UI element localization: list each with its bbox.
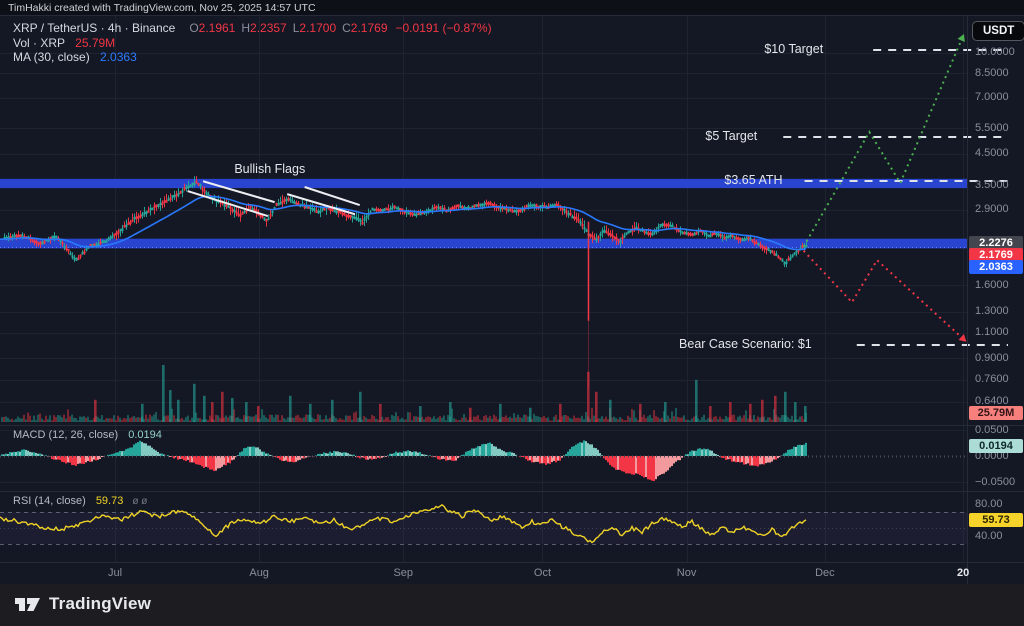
time-tick-label: Sep — [393, 567, 414, 579]
ma-price-badge: 2.0363 — [969, 260, 1023, 275]
tradingview-logo-text[interactable]: TradingView — [49, 594, 152, 613]
target-annotation-label[interactable]: $3.65 ATH — [724, 172, 783, 187]
price-tick-label: 4.5000 — [975, 147, 1009, 160]
bullish-flags-label[interactable]: Bullish Flags — [234, 162, 306, 177]
currency-toggle-button[interactable]: USDT — [972, 21, 1024, 41]
ma-value: 2.0363 — [100, 50, 137, 64]
ohlc-key: O — [189, 21, 199, 35]
ma-label: MA (30, close) — [13, 50, 90, 64]
attribution-bar: TimHakki created with TradingView.com, N… — [0, 0, 1024, 16]
ohlc-value: 2.2357 — [250, 21, 287, 35]
price-tick-label: 1.1000 — [975, 326, 1009, 339]
macd-tick-label: 0.0500 — [975, 423, 1009, 436]
macd-tick-label: −0.0500 — [975, 475, 1016, 488]
symbol-legend[interactable]: XRP / TetherUS · 4h · Binance O2.1961 H2.2… — [13, 21, 492, 65]
time-tick-label: Nov — [676, 567, 697, 579]
chart-canvas[interactable] — [0, 0, 1024, 584]
price-scale[interactable]: 10.0000 8.5000 7.0000 5.5000 4.5000 3.5000 2.9… — [969, 16, 1024, 562]
footer-bar: TradingView — [0, 584, 1024, 626]
ohlc-key: C — [342, 21, 351, 35]
price-tick-label: 0.6400 — [975, 395, 1009, 408]
legend-row-ma: MA (30, close) 2.0363 — [13, 50, 492, 65]
rsi-legend[interactable]: RSI (14, close) 59.73 ø ø — [13, 495, 147, 507]
symbol-title[interactable]: XRP / TetherUS · 4h · Binance — [13, 21, 176, 35]
target-annotation-label[interactable]: Bear Case Scenario: $1 — [679, 337, 812, 351]
volume-label: Vol · XRP — [13, 35, 65, 50]
price-tick-label: 0.9000 — [975, 351, 1009, 364]
rsi-label: RSI (14, close) — [13, 495, 86, 507]
time-axis[interactable]: Jul Aug Sep Oct Nov Dec 20 — [0, 562, 970, 584]
price-tick-label: 8.5000 — [975, 66, 1009, 79]
ohlc-value: 2.1961 — [198, 21, 236, 35]
ohlc-value: 2.1700 — [299, 21, 337, 35]
price-tick-label: 10.0000 — [975, 46, 1015, 59]
rsi-tick-label: 80.00 — [975, 497, 1003, 510]
time-tick-label: Jul — [108, 567, 123, 579]
macd-value: 0.0194 — [128, 429, 162, 441]
macd-legend[interactable]: MACD (12, 26, close) 0.0194 — [13, 429, 162, 441]
time-tick-label: Dec — [815, 567, 835, 579]
price-level-badge: 2.2276 — [969, 236, 1023, 251]
price-tick-label: 0.7600 — [975, 373, 1009, 386]
price-tick-label: 1.3000 — [975, 305, 1009, 318]
ohlc-values: O2.1961 H2.2357 L2.1700 C2.1769 — [183, 21, 387, 35]
volume-badge: 25.79M — [969, 406, 1023, 420]
rsi-value: 59.73 — [95, 495, 124, 507]
price-tick-label: 1.6000 — [975, 278, 1009, 291]
ohlc-key: H — [241, 21, 251, 35]
price-tick-label: 3.5000 — [975, 179, 1009, 192]
ohlc-value: 2.1769 — [350, 21, 388, 35]
rsi-value-badge: 59.73 — [969, 513, 1023, 528]
time-tick-label: 20 — [957, 567, 970, 579]
rsi-smoothing-icons[interactable]: ø ø — [132, 496, 148, 507]
time-tick-label: Oct — [533, 567, 552, 579]
change-value: −0.0191 (−0.87%) — [395, 21, 492, 35]
attribution-text: TimHakki created with TradingView.com, N… — [8, 2, 316, 14]
volume-value: 25.79M — [75, 35, 116, 50]
rsi-tick-label: 40.00 — [975, 529, 1003, 542]
last-price-badge: 2.1769 — [969, 248, 1023, 263]
price-tick-label: 7.0000 — [975, 91, 1009, 104]
legend-row-volume: Vol · XRP 25.79M — [13, 36, 492, 51]
macd-value-badge: 0.0194 — [969, 438, 1023, 453]
target-annotation-label[interactable]: $10 Target — [764, 42, 824, 57]
time-tick-label: Aug — [249, 567, 269, 579]
target-annotation-label[interactable]: $5 Target — [705, 129, 758, 144]
legend-row-symbol: XRP / TetherUS · 4h · Binance O2.1961 H2.2… — [13, 21, 492, 36]
tradingview-logo-icon[interactable] — [14, 594, 41, 614]
price-tick-label: 2.9000 — [975, 203, 1009, 216]
ohlc-key: L — [292, 21, 300, 35]
price-tick-label: 5.5000 — [975, 121, 1009, 134]
macd-label: MACD (12, 26, close) — [13, 429, 119, 441]
